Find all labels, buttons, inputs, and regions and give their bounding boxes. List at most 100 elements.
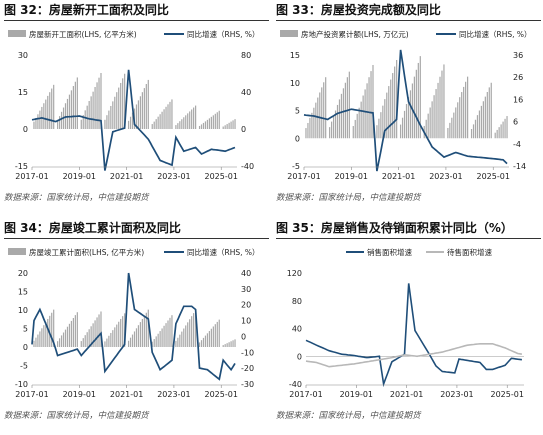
bar <box>151 341 153 347</box>
y-tick-right: 36 <box>513 51 523 60</box>
bar <box>202 337 205 347</box>
bar <box>441 70 443 139</box>
bar <box>145 84 147 129</box>
bar <box>409 90 412 139</box>
legend-label-bar: 房屋新开工面积(LHS, 亿平方米) <box>29 29 137 39</box>
y-tick-left: 0 <box>295 134 300 143</box>
x-tick-label: 2023-01 <box>157 172 190 181</box>
legend-label-sales: 销售面积增速 <box>367 247 412 257</box>
y-tick-left: 15 <box>290 51 300 60</box>
bar <box>394 66 396 139</box>
bar <box>114 96 116 129</box>
bar <box>39 110 41 129</box>
bar <box>472 124 475 139</box>
bar <box>325 77 327 139</box>
series-line-yoy <box>31 272 236 381</box>
bar <box>429 107 431 139</box>
bar <box>447 127 449 139</box>
y-tick-right: 40 <box>241 88 251 97</box>
bar <box>118 87 120 129</box>
bar <box>159 114 161 129</box>
legend-label-bar: 房屋竣工累计面积(LHS, 亿平方米) <box>29 247 144 257</box>
bar <box>137 100 140 129</box>
bar <box>110 105 112 129</box>
bar <box>147 309 149 347</box>
bar <box>177 337 179 347</box>
x-tick-label: 2017-01 <box>15 390 48 399</box>
figure-title: 图 33：房屋投资完成额及同比 <box>276 0 541 21</box>
bar <box>405 104 408 139</box>
y-tick-left: -5 <box>292 162 300 171</box>
bar <box>163 325 165 347</box>
bar <box>47 318 49 347</box>
bar <box>417 62 419 139</box>
bar <box>453 112 455 139</box>
bar <box>218 319 220 347</box>
bar <box>161 111 163 129</box>
bar <box>474 119 477 139</box>
bar <box>127 340 130 347</box>
bar <box>425 119 427 139</box>
bar <box>131 112 134 129</box>
bar <box>496 129 498 139</box>
bar <box>139 322 142 347</box>
bar <box>334 110 337 139</box>
bar <box>88 329 90 347</box>
bar <box>35 117 37 129</box>
bar <box>169 317 171 347</box>
bar <box>135 104 138 129</box>
bar <box>189 111 191 129</box>
bar <box>141 92 143 129</box>
bar <box>68 323 71 347</box>
bar <box>465 81 467 139</box>
legend-label-pending: 待售面积增速 <box>447 247 492 257</box>
bar <box>80 341 82 347</box>
bar <box>35 337 37 347</box>
bar <box>313 107 315 139</box>
bar <box>74 81 76 129</box>
bar <box>470 129 473 139</box>
bar <box>110 332 112 347</box>
y-tick-left: 20 <box>18 269 28 278</box>
bar <box>488 87 490 139</box>
bar <box>120 318 122 347</box>
x-tick-label: 2019-01 <box>63 172 96 181</box>
bar <box>98 314 100 347</box>
bar <box>431 101 433 139</box>
figure-title: 图 34：房屋竣工累计面积及同比 <box>4 218 269 239</box>
bar <box>76 77 78 129</box>
bar <box>118 321 120 347</box>
bar <box>486 92 488 139</box>
bar <box>112 101 114 129</box>
bar <box>179 121 181 129</box>
bar <box>504 118 506 139</box>
x-tick-label: 2025-01 <box>205 172 238 181</box>
bar <box>329 127 331 139</box>
x-tick-label: 2019-01 <box>63 390 96 399</box>
x-tick-label: 2017-01 <box>289 390 322 399</box>
bar <box>177 123 179 129</box>
bar <box>147 79 149 129</box>
bar <box>419 56 421 139</box>
bar <box>204 121 207 129</box>
bar <box>392 73 394 139</box>
bar <box>204 335 207 347</box>
x-tick-label: 2019-01 <box>335 172 368 181</box>
y-tick-right: 30 <box>241 285 251 294</box>
bar <box>457 102 459 139</box>
bar <box>94 87 96 129</box>
bar <box>396 59 398 139</box>
bar <box>330 121 333 139</box>
bar <box>187 113 189 129</box>
y-tick-left: 15 <box>18 288 28 297</box>
bar <box>143 315 145 347</box>
bar <box>112 330 114 347</box>
x-tick-label: 2025-01 <box>477 172 510 181</box>
bar <box>143 88 145 129</box>
figure-33: 图 33：房屋投资完成额及同比 房地产投资累计额(LHS, 万亿元) 同比增速（R… <box>276 0 541 203</box>
legend-swatch-bar <box>8 248 26 255</box>
y-tick-left: -15 <box>15 162 28 171</box>
bar <box>39 331 41 347</box>
bar <box>193 313 195 347</box>
legend-label-line: 同比增速（RHS, %） <box>459 29 532 39</box>
